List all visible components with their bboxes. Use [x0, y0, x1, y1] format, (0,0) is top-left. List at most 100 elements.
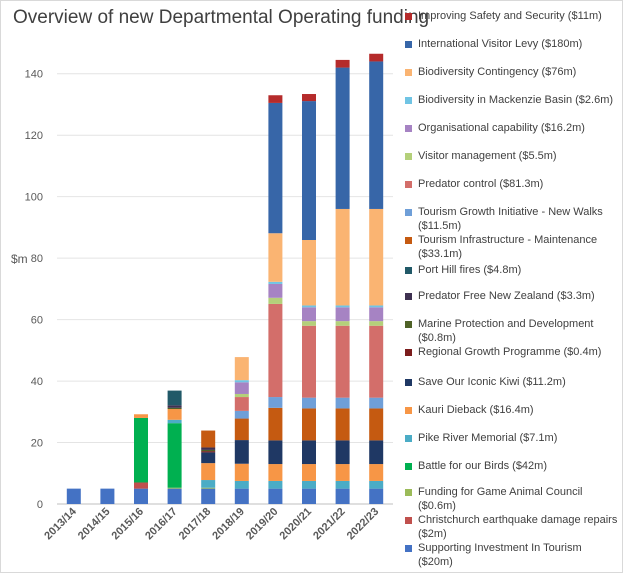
- legend-swatch: [405, 407, 412, 414]
- legend-swatch: [405, 153, 412, 160]
- bar-segment: [234, 480, 249, 489]
- bar-segment: [234, 488, 249, 504]
- legend-item: Christchurch earthquake damage repairs (…: [405, 513, 618, 541]
- legend-label: Regional Growth Programme ($0.4m): [418, 346, 602, 358]
- bar-segment: [201, 487, 216, 489]
- x-tick-label: 2018/19: [210, 506, 247, 543]
- bar-segment: [335, 440, 350, 465]
- bar-segment: [335, 397, 350, 409]
- y-tick-label: 140: [25, 69, 43, 81]
- bar-segment: [201, 447, 216, 450]
- bar-segment: [167, 409, 182, 420]
- x-tick-label: 2022/23: [345, 506, 382, 543]
- bar-segment: [234, 418, 249, 441]
- legend-item: Port Hill fires ($4.8m): [405, 263, 618, 277]
- legend-swatch: [405, 125, 412, 132]
- legend-swatch: [405, 209, 412, 216]
- y-axis-label: $m: [11, 252, 28, 266]
- bar-segment: [201, 452, 216, 464]
- bar-segment: [268, 397, 283, 408]
- legend-item: Kauri Dieback ($16.4m): [405, 403, 618, 417]
- y-tick-label: 120: [25, 130, 43, 142]
- bar-segment: [167, 488, 182, 504]
- legend-item: International Visitor Levy ($180m): [405, 37, 618, 51]
- x-tick-label: 2013/14: [42, 505, 79, 542]
- bar-segment: [335, 307, 350, 322]
- bar-segment: [369, 325, 384, 398]
- bar-segment: [369, 408, 384, 441]
- bar-segment: [201, 480, 216, 488]
- bar-segment: [234, 440, 249, 464]
- bar-segment: [134, 414, 148, 418]
- bar-segment: [134, 488, 148, 504]
- legend-item: Pike River Memorial ($7.1m): [405, 431, 618, 445]
- legend-swatch: [405, 267, 412, 274]
- bar-segment: [167, 487, 182, 489]
- bar-segment: [167, 419, 182, 424]
- legend-swatch: [405, 545, 412, 552]
- bar-segment: [268, 488, 283, 504]
- legend-swatch: [405, 489, 412, 496]
- bar-segment: [268, 281, 283, 284]
- bar-segment: [302, 397, 316, 409]
- bar-segment: [134, 417, 148, 483]
- bar-segment: [268, 480, 283, 489]
- bar-segment: [234, 382, 249, 394]
- legend-item: Tourism Infrastructure - Maintenance ($3…: [405, 233, 618, 261]
- plot-area: 0204060801001201402013/142014/152015/162…: [11, 53, 393, 543]
- legend-label: Kauri Dieback ($16.4m): [418, 404, 534, 416]
- bar-segment: [369, 321, 384, 326]
- legend-label: Battle for our Birds ($42m): [418, 460, 547, 472]
- bar-segment: [234, 357, 249, 381]
- bar-segment: [369, 440, 384, 465]
- legend-item: Organisational capability ($16.2m): [405, 121, 618, 135]
- bar-segment: [369, 480, 384, 489]
- bar-segment: [302, 464, 316, 481]
- y-tick-label: 0: [37, 499, 43, 511]
- bar-segment: [369, 488, 384, 504]
- bar-segment: [302, 101, 316, 241]
- legend-swatch: [405, 517, 412, 524]
- legend-label: Tourism Growth Initiative - New Walks ($…: [418, 206, 603, 232]
- bar-segment: [335, 305, 350, 308]
- y-tick-label: 100: [25, 192, 43, 204]
- legend-item: Tourism Growth Initiative - New Walks ($…: [405, 205, 618, 233]
- legend-label: Visitor management ($5.5m): [418, 150, 557, 162]
- legend-swatch: [405, 97, 412, 104]
- legend-swatch: [405, 463, 412, 470]
- bar-segment: [201, 451, 216, 453]
- legend-label: Pike River Memorial ($7.1m): [418, 432, 558, 444]
- bar-segment: [335, 321, 350, 326]
- bar-segment: [369, 208, 384, 306]
- legend-swatch: [405, 41, 412, 48]
- legend-swatch: [405, 293, 412, 300]
- bar-segment: [302, 94, 316, 102]
- bar-segment: [369, 305, 384, 308]
- y-tick-label: 60: [31, 315, 43, 327]
- bar-segment: [369, 307, 384, 322]
- legend-item: Predator control ($81.3m): [405, 177, 618, 191]
- legend-item: Predator Free New Zealand ($3.3m): [405, 289, 618, 303]
- bar-segment: [167, 407, 182, 410]
- bar-segment: [335, 208, 350, 306]
- bar-segment: [268, 95, 283, 103]
- bar-segment: [302, 408, 316, 441]
- legend-swatch: [405, 237, 412, 244]
- bar-segment: [268, 102, 283, 234]
- bar-segment: [302, 440, 316, 465]
- legend-swatch: [405, 321, 412, 328]
- legend-swatch: [405, 181, 412, 188]
- bar-segment: [167, 390, 182, 406]
- legend-label: Funding for Game Animal Council ($0.6m): [418, 486, 583, 512]
- bar-segment: [268, 464, 283, 481]
- legend-label: Port Hill fires ($4.8m): [418, 264, 522, 276]
- legend-label: Organisational capability ($16.2m): [418, 122, 585, 134]
- bar-segment: [201, 430, 216, 448]
- bar-segment: [335, 408, 350, 441]
- legend-item: Improving Safety and Security ($11m): [405, 9, 618, 23]
- x-tick-label: 2015/16: [110, 506, 147, 543]
- bar-segment: [369, 61, 384, 209]
- bar-segment: [134, 482, 148, 489]
- y-tick-label: 20: [31, 438, 43, 450]
